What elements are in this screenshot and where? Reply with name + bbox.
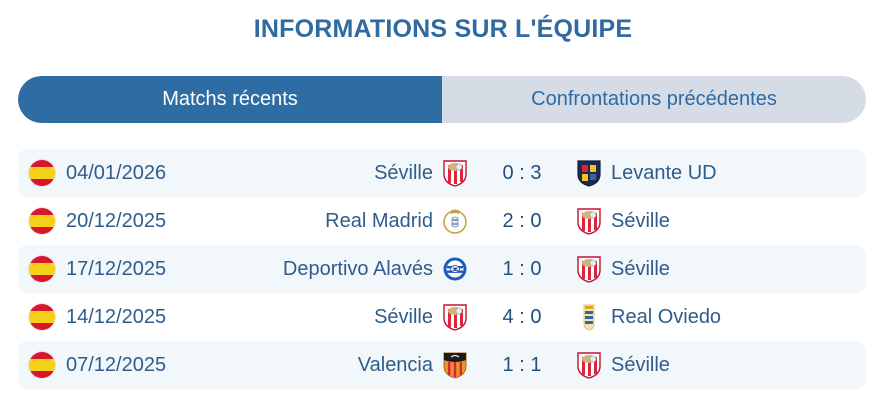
match-country-flag-cell xyxy=(18,304,66,330)
away-team-cell: Séville xyxy=(576,255,866,283)
away-team-name: Séville xyxy=(611,353,670,376)
away-team-cell: Levante UD xyxy=(576,159,866,187)
valencia-crest-icon xyxy=(443,352,467,379)
home-team-cell: Séville xyxy=(206,303,468,331)
away-team-cell: Séville xyxy=(576,351,866,379)
home-team-cell: Valencia xyxy=(206,351,468,379)
table-row[interactable]: 20/12/2025 Real Madrid 2 : 0 Sévi xyxy=(18,197,866,245)
table-row[interactable]: 04/01/2026 Séville 0 : 3 xyxy=(18,149,866,197)
sevilla-crest-icon xyxy=(443,160,467,187)
table-row[interactable]: 07/12/2025 Valencia 1 : 1 Séville xyxy=(18,341,866,389)
sevilla-crest-icon xyxy=(577,256,601,283)
tab-recent-matches[interactable]: Matchs récents xyxy=(18,76,442,123)
recent-matches-list: 04/01/2026 Séville 0 : 3 xyxy=(18,149,866,389)
spain-flag-icon xyxy=(29,160,55,186)
match-score: 1 : 0 xyxy=(502,257,542,280)
match-score: 0 : 3 xyxy=(502,161,542,184)
sevilla-crest-icon xyxy=(577,208,601,235)
spain-flag-icon xyxy=(29,352,55,378)
home-team-name: Valencia xyxy=(357,353,433,376)
table-row[interactable]: 17/12/2025 Deportivo Alavés 1 : 0 xyxy=(18,245,866,293)
tab-head-to-head-label: Confrontations précédentes xyxy=(531,88,777,110)
spain-flag-icon xyxy=(29,256,55,282)
home-team-name: Séville xyxy=(374,305,433,328)
spain-flag-icon xyxy=(29,208,55,234)
real-oviedo-crest-icon xyxy=(583,304,595,331)
match-country-flag-cell xyxy=(18,352,66,378)
match-country-flag-cell xyxy=(18,208,66,234)
home-team-name: Deportivo Alavés xyxy=(282,257,433,280)
real-madrid-crest-icon xyxy=(443,209,467,234)
match-date: 20/12/2025 xyxy=(66,209,167,232)
match-country-flag-cell xyxy=(18,160,66,186)
home-team-name: Real Madrid xyxy=(325,209,433,232)
spain-flag-icon xyxy=(29,304,55,330)
sevilla-crest-icon xyxy=(443,304,467,331)
match-date: 14/12/2025 xyxy=(66,305,167,328)
match-score: 1 : 1 xyxy=(502,353,542,376)
match-score: 4 : 0 xyxy=(502,305,542,328)
levante-crest-icon xyxy=(577,160,601,187)
away-team-cell: Real Oviedo xyxy=(576,303,866,331)
home-team-cell: Real Madrid xyxy=(206,207,468,235)
away-team-name: Real Oviedo xyxy=(611,305,722,328)
home-team-cell: Deportivo Alavés xyxy=(206,255,468,283)
home-team-name: Séville xyxy=(374,161,433,184)
match-date: 17/12/2025 xyxy=(66,257,167,280)
page-title: INFORMATIONS SUR L'ÉQUIPE xyxy=(253,15,633,43)
home-team-cell: Séville xyxy=(206,159,468,187)
tab-bar: Matchs récents Confrontations précédente… xyxy=(18,76,866,123)
match-country-flag-cell xyxy=(18,256,66,282)
match-date: 04/01/2026 xyxy=(66,161,167,184)
away-team-cell: Séville xyxy=(576,207,866,235)
alaves-crest-icon xyxy=(443,257,467,281)
match-date: 07/12/2025 xyxy=(66,353,167,376)
away-team-name: Levante UD xyxy=(611,161,717,184)
tab-recent-matches-label: Matchs récents xyxy=(162,88,298,110)
match-score: 2 : 0 xyxy=(502,209,542,232)
tab-head-to-head[interactable]: Confrontations précédentes xyxy=(442,76,866,123)
away-team-name: Séville xyxy=(611,209,670,232)
sevilla-crest-icon xyxy=(577,352,601,379)
away-team-name: Séville xyxy=(611,257,670,280)
table-row[interactable]: 14/12/2025 Séville 4 : 0 xyxy=(18,293,866,341)
